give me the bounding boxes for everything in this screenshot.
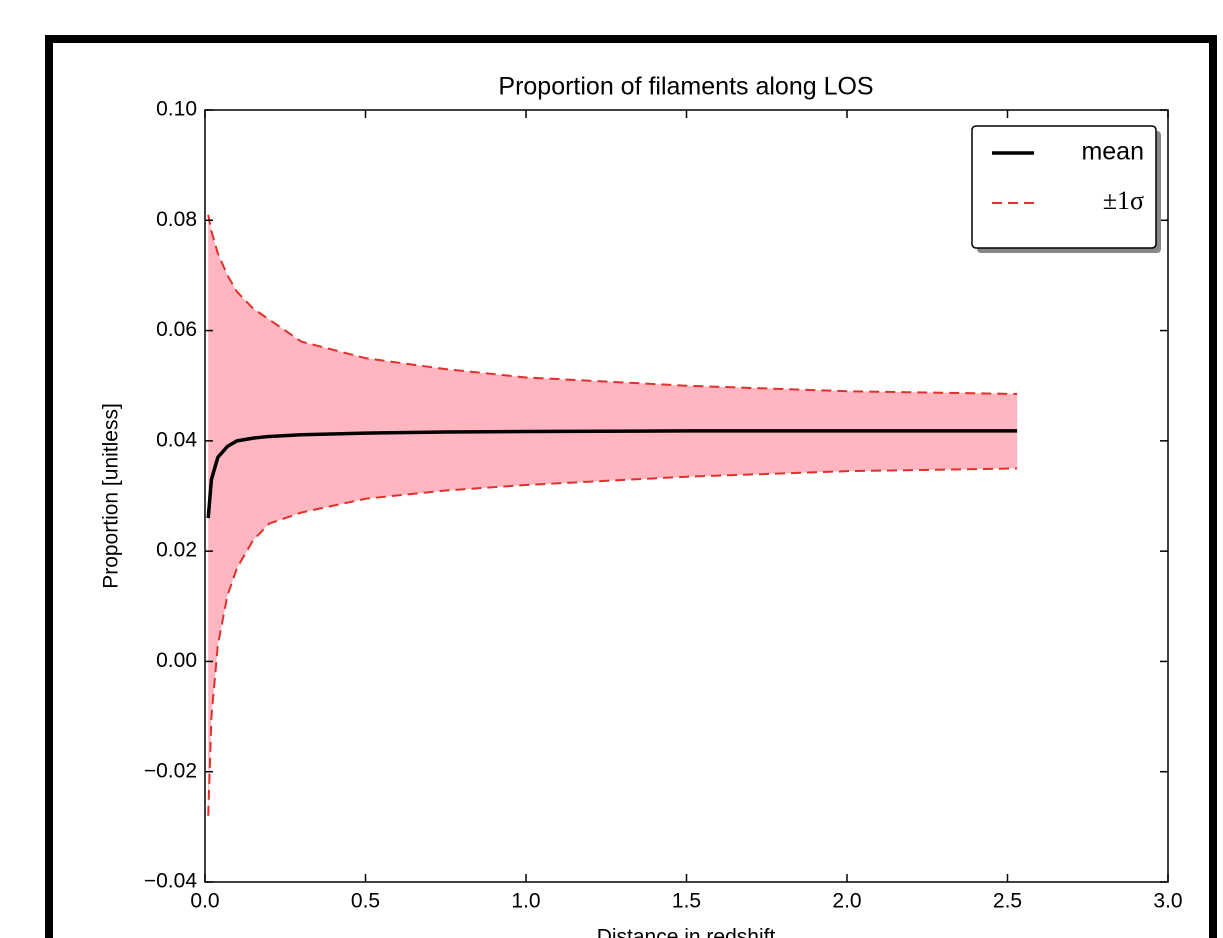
- series-line: [207, 214, 1018, 395]
- y-axis-label: Proportion [unitless]: [100, 403, 123, 589]
- x-tick-label: 0.5: [351, 890, 380, 913]
- series-line: [207, 467, 1018, 816]
- x-tick-label: 2.5: [993, 890, 1022, 913]
- legend-box: [971, 125, 1157, 249]
- x-axis-label: Distance in redshift: [597, 926, 776, 938]
- y-tick-label: 0.00: [156, 649, 197, 672]
- y-tick-label: −0.04: [144, 870, 197, 893]
- sigma-band: [208, 214, 1018, 816]
- x-tick-label: 2.0: [832, 890, 861, 913]
- x-tick-label: 1.0: [511, 890, 540, 913]
- y-tick-label: −0.02: [144, 759, 197, 782]
- y-tick-label: 0.04: [156, 428, 197, 451]
- y-tick-label: 0.06: [156, 318, 197, 341]
- chart-title: Proportion of filaments along LOS: [498, 73, 873, 101]
- y-tick-label: 0.10: [156, 98, 197, 121]
- legend-label: mean: [1081, 138, 1144, 166]
- x-tick-label: 1.5: [672, 890, 701, 913]
- x-tick-label: 0.0: [190, 890, 219, 913]
- frame: [45, 35, 1217, 938]
- y-tick-label: 0.02: [156, 539, 197, 562]
- legend-label: ±1σ: [1103, 186, 1144, 215]
- y-tick-label: 0.08: [156, 208, 197, 231]
- series-line: [206, 429, 1018, 519]
- x-tick-label: 3.0: [1153, 890, 1182, 913]
